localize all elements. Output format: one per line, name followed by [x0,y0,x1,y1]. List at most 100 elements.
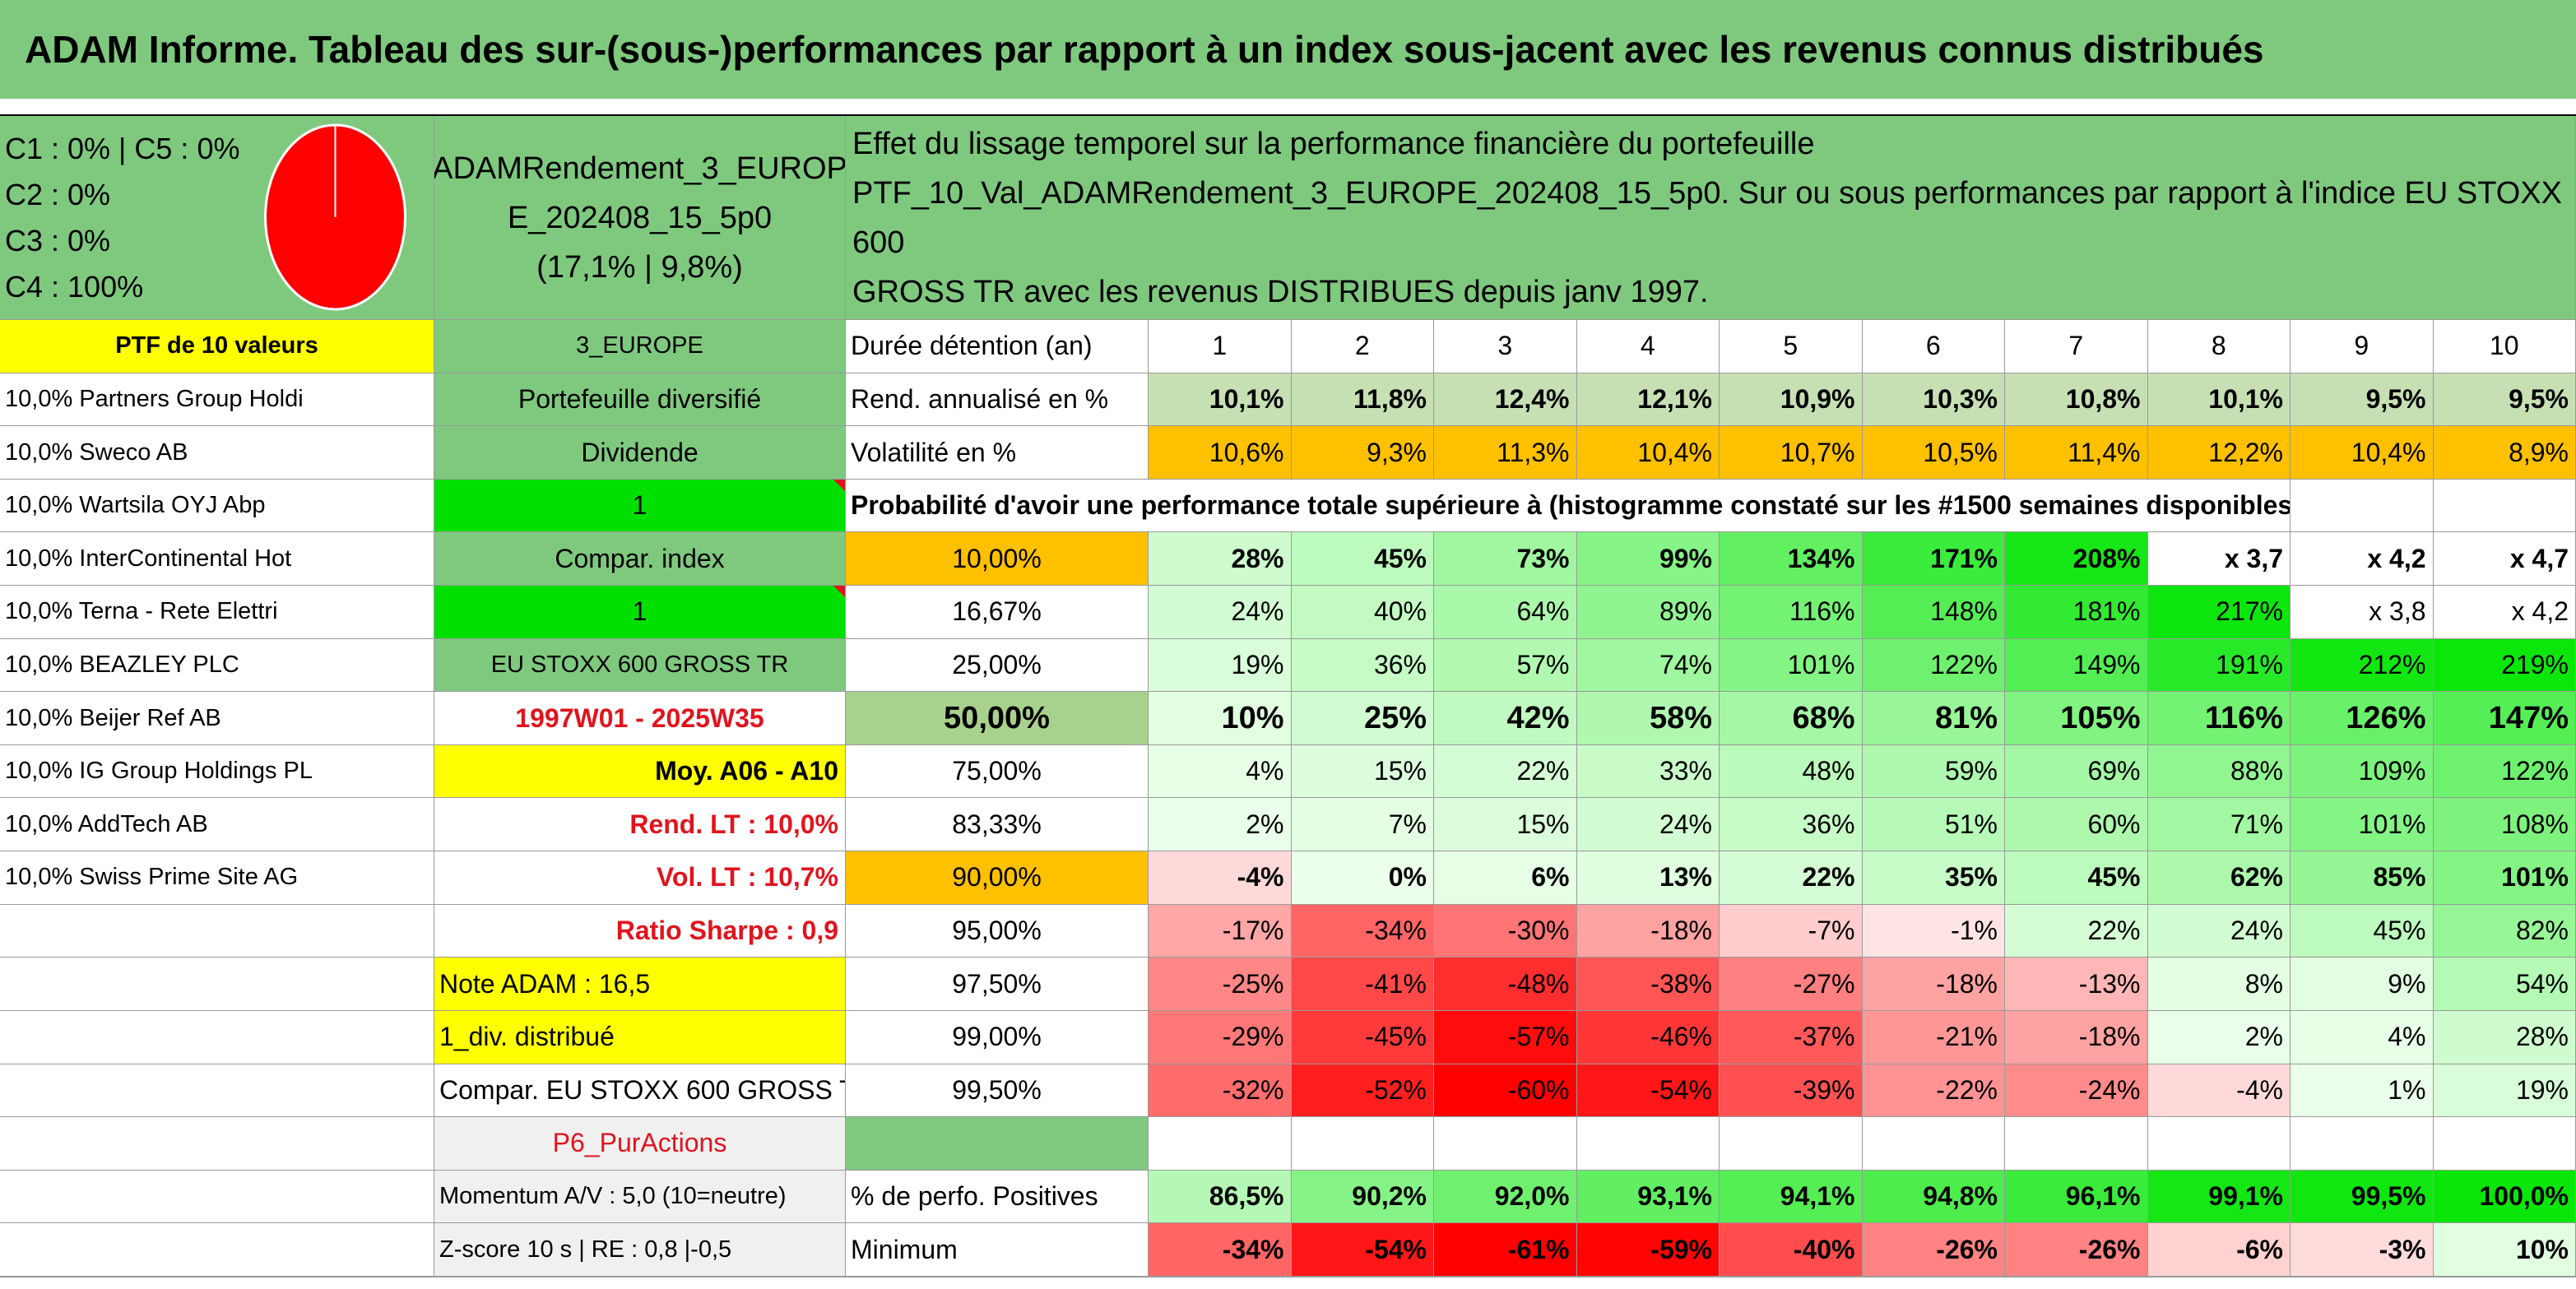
probability-value[interactable]: 28% [2433,1010,2576,1064]
minimum-value[interactable]: -40% [1720,1223,1863,1277]
probability-value[interactable]: 57% [1434,638,1577,693]
probability-value[interactable]: 4% [2291,1010,2434,1064]
probability-value[interactable]: 19% [2433,1064,2576,1118]
probability-value[interactable]: 171% [1862,532,2005,587]
probability-value[interactable]: -17% [1149,904,1292,958]
long-term-return-cell[interactable]: Rend. LT : 10,0% [434,798,846,852]
empty-cell[interactable] [2433,479,2576,533]
minimum-value[interactable]: -54% [1291,1223,1434,1277]
return-value[interactable]: 11,8% [1291,373,1434,427]
probability-value[interactable]: 219% [2433,638,2576,693]
quantile-cell[interactable]: 50,00% [846,692,1149,745]
probability-value[interactable]: 58% [1576,692,1720,745]
probability-value[interactable]: 217% [2147,586,2291,639]
compare-index-label[interactable]: Compar. index [434,532,846,587]
return-value[interactable]: 9,5% [2291,373,2434,427]
quantile-cell[interactable]: 95,00% [846,904,1149,958]
probability-value[interactable]: 60% [2005,798,2148,852]
probability-value[interactable]: 22% [1720,851,1863,905]
empty-cell[interactable] [1576,1117,1720,1171]
probability-value[interactable]: -18% [1576,904,1720,958]
empty-cell[interactable] [1434,1117,1577,1171]
minimum-label[interactable]: Minimum [846,1223,1149,1277]
empty-cell[interactable] [0,1223,434,1277]
empty-cell[interactable] [0,1117,434,1171]
probability-value[interactable]: 148% [1862,586,2005,639]
positive-share-value[interactable]: 93,1% [1576,1170,1720,1224]
empty-cell[interactable] [2291,1117,2434,1171]
empty-cell[interactable] [1720,1117,1863,1171]
probability-value[interactable]: 71% [2147,798,2291,852]
return-value[interactable]: 9,5% [2433,373,2576,427]
probability-value[interactable]: 81% [1862,692,2005,745]
volatility-value[interactable]: 10,7% [1720,426,1863,480]
probability-value[interactable]: 4% [1149,744,1292,799]
probability-value[interactable]: 82% [2433,904,2576,958]
holding-cell[interactable]: 10,0% Beijer Ref AB [0,692,434,745]
empty-cell[interactable] [2433,1117,2576,1171]
probability-value[interactable]: -21% [1862,1010,2005,1064]
volatility-value[interactable]: 9,3% [1291,426,1434,480]
probability-value[interactable]: -41% [1291,957,1434,1011]
empty-cell[interactable] [2291,479,2434,533]
probability-value[interactable]: 48% [1720,744,1863,799]
probability-value[interactable]: 116% [1720,586,1863,639]
probability-value[interactable]: 36% [1291,638,1434,693]
probability-value[interactable]: 6% [1434,851,1577,905]
probability-value[interactable]: 51% [1862,798,2005,852]
probability-value[interactable]: -45% [1291,1010,1434,1064]
volatility-value[interactable]: 10,4% [2291,426,2434,480]
empty-cell[interactable] [2005,1117,2148,1171]
probability-value[interactable]: 212% [2291,638,2434,693]
probability-value[interactable]: -30% [1434,904,1577,958]
probability-value[interactable]: -29% [1149,1010,1292,1064]
probability-value[interactable]: -46% [1576,1010,1720,1064]
holding-cell[interactable]: 10,0% Terna - Rete Elettri [0,586,434,639]
return-value[interactable]: 10,9% [1720,373,1863,427]
probability-value[interactable]: 99% [1576,532,1720,587]
minimum-value[interactable]: -26% [2005,1223,2148,1277]
probability-value[interactable]: 36% [1720,798,1863,852]
minimum-value[interactable]: -59% [1576,1223,1720,1277]
probability-value[interactable]: 54% [2433,957,2576,1011]
probability-value[interactable]: -22% [1862,1064,2005,1118]
probability-value[interactable]: 8% [2147,957,2291,1011]
probability-value[interactable]: 101% [2291,798,2434,852]
probability-value[interactable]: -4% [1149,851,1292,905]
volatility-value[interactable]: 11,4% [2005,426,2148,480]
probability-value[interactable]: 42% [1434,692,1577,745]
empty-cell[interactable] [846,1117,1149,1171]
empty-cell[interactable] [0,904,434,958]
probability-value[interactable]: 45% [2291,904,2434,958]
probability-value[interactable]: 122% [1862,638,2005,693]
horizon-header[interactable]: 9 [2291,320,2434,373]
probability-value[interactable]: 109% [2291,744,2434,799]
positive-share-value[interactable]: 99,5% [2291,1170,2434,1224]
probability-value[interactable]: 22% [1434,744,1577,799]
probability-value[interactable]: 134% [1720,532,1863,587]
minimum-value[interactable]: -34% [1149,1223,1292,1277]
quantile-cell[interactable]: 99,50% [846,1064,1149,1118]
probability-value[interactable]: x 3,7 [2147,532,2291,587]
average-cell[interactable]: Moy. A06 - A10 [434,744,846,799]
empty-cell[interactable] [0,1010,434,1064]
holding-cell[interactable]: 10,0% Wartsila OYJ Abp [0,479,434,533]
probability-value[interactable]: 15% [1291,744,1434,799]
horizon-header[interactable]: 6 [1862,320,2005,373]
probability-value[interactable]: 85% [2291,851,2434,905]
empty-cell[interactable] [1291,1117,1434,1171]
probability-value[interactable]: 149% [2005,638,2148,693]
probability-value[interactable]: -48% [1434,957,1577,1011]
probability-value[interactable]: 208% [2005,532,2148,587]
portfolio-size-label[interactable]: PTF de 10 valeurs [0,320,434,373]
empty-cell[interactable] [1149,1117,1292,1171]
quantile-cell[interactable]: 25,00% [846,638,1149,693]
portfolio-type-cell[interactable]: Portefeuille diversifié [434,373,846,427]
probability-value[interactable]: 181% [2005,586,2148,639]
probability-value[interactable]: 2% [1149,798,1292,852]
probability-value[interactable]: x 4,7 [2433,532,2576,587]
positive-share-value[interactable]: 94,1% [1720,1170,1863,1224]
probability-value[interactable]: 33% [1576,744,1720,799]
probability-value[interactable]: 40% [1291,586,1434,639]
minimum-value[interactable]: -26% [1862,1223,2005,1277]
